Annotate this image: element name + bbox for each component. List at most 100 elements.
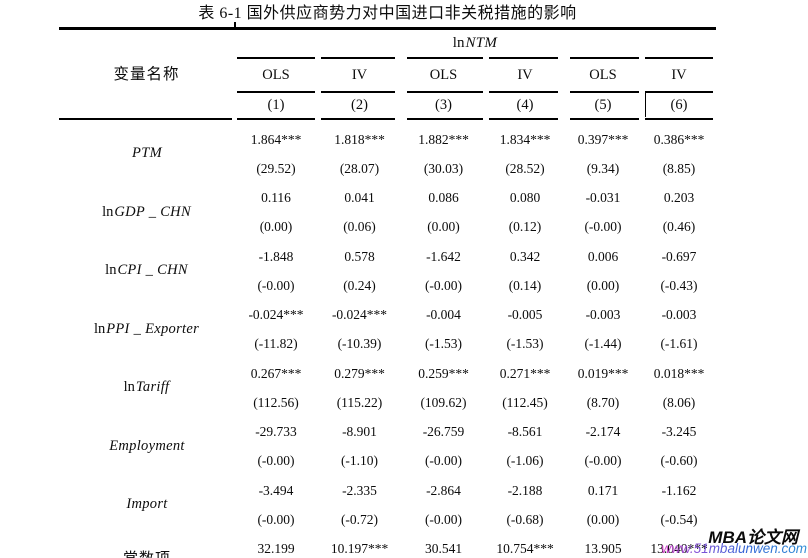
- tstat-row: (112.56) (115.22) (109.62) (112.45) (8.7…: [234, 388, 716, 417]
- tstat: (0.24): [343, 277, 376, 293]
- method-header: OLS: [429, 67, 458, 83]
- tstat: (0.00): [586, 277, 620, 293]
- tstat: (0.12): [508, 219, 542, 235]
- tstat: (-0.00): [424, 277, 463, 293]
- label-column-spacer: [59, 30, 234, 57]
- coefficient: 0.086: [428, 190, 459, 205]
- model-number-row: (1) (2) (3) (4) (5) (6): [59, 93, 716, 118]
- depvar-name: NTM: [465, 35, 498, 51]
- row-label-name: PPI _ Exporter: [106, 320, 200, 337]
- row-label-name: 常数项: [123, 547, 171, 558]
- tstat: (0.06): [343, 219, 376, 235]
- regression-table: 表 6-1 国外供应商势力对中国进口非关税措施的影响 lnNTM 变量名称 OL…: [59, 0, 716, 558]
- coefficient: -0.031: [585, 190, 621, 205]
- coefficient: -2.174: [585, 424, 621, 439]
- table-row-ptm: PTM 1.864*** 1.818*** 1.882*** 1.834*** …: [59, 125, 716, 184]
- tstat: (8.06): [662, 394, 696, 410]
- model-number: (3): [435, 96, 452, 113]
- tstat: (-1.10): [340, 453, 379, 469]
- coefficient: 1.818***: [334, 131, 385, 147]
- row-values: -3.494 -2.335 -2.864 -2.188 0.171 -1.162…: [234, 476, 716, 535]
- tstat: (109.62): [420, 394, 467, 410]
- row-values: 0.267*** 0.279*** 0.259*** 0.271*** 0.01…: [234, 359, 716, 418]
- coefficient: -1.162: [661, 482, 697, 498]
- watermark-url: www.51mbalunwen.com: [661, 541, 807, 556]
- coefficient: -1.642: [426, 248, 461, 264]
- tstat: (28.07): [339, 160, 380, 176]
- row-values: 0.116 0.041 0.086 0.080 -0.031 0.203 (0.…: [234, 183, 716, 242]
- row-label: Employment: [59, 417, 234, 476]
- depvar-prefix: ln: [452, 35, 465, 51]
- tstat: (-0.00): [424, 511, 463, 527]
- rule-segment: [401, 117, 486, 120]
- row-label-prefix: ln: [93, 320, 106, 337]
- rule-segment: [486, 117, 564, 120]
- tstat-row: (-0.00) (-0.72) (-0.00) (-0.68) (0.00) (…: [234, 505, 716, 534]
- coefficient: -3.494: [258, 482, 294, 498]
- coefficient: 0.578: [344, 248, 375, 264]
- method-header: IV: [517, 67, 533, 83]
- coefficient: 0.116: [261, 190, 291, 205]
- table-row-import: Import -3.494 -2.335 -2.864 -2.188 0.171…: [59, 476, 716, 535]
- coefficient: 0.041: [344, 190, 375, 205]
- coefficient: -2.188: [507, 482, 543, 498]
- rule-segment: [401, 57, 486, 59]
- watermark-brand: MBA论文网: [708, 528, 798, 547]
- coefficient-row: 0.267*** 0.279*** 0.259*** 0.271*** 0.01…: [234, 359, 716, 388]
- table-title: 表 6-1 国外供应商势力对中国进口非关税措施的影响: [198, 5, 577, 22]
- rule-segment: [234, 117, 318, 120]
- tstat: (29.52): [256, 160, 296, 176]
- tstat: (0.00): [586, 511, 620, 527]
- coefficient: 10.197***: [330, 541, 389, 556]
- row-label-prefix: ln: [102, 203, 114, 220]
- tstat: (28.52): [505, 160, 545, 176]
- coefficient: 0.006: [587, 248, 619, 264]
- methods-header-row: 变量名称 OLS IV OLS IV OLS IV: [59, 59, 716, 91]
- tstat: (-1.44): [584, 336, 622, 352]
- tstat: (-1.53): [506, 336, 544, 352]
- row-label-name: Import: [126, 496, 168, 513]
- rule-segment: [564, 117, 642, 120]
- tstat: (0.00): [259, 219, 293, 235]
- row-label: Import: [59, 476, 234, 535]
- tstat-row: (-0.00) (0.24) (-0.00) (0.14) (0.00) (-0…: [234, 271, 716, 300]
- row-label: ln Tariff: [59, 359, 234, 418]
- method-header: OLS: [262, 67, 290, 83]
- row-label-name: Tariff: [135, 379, 170, 396]
- tstat: (-1.61): [660, 336, 698, 352]
- model-number: (5): [594, 96, 612, 113]
- rule-segment: [318, 57, 401, 59]
- rule-segment: [642, 117, 716, 120]
- table-body: PTM 1.864*** 1.818*** 1.882*** 1.834*** …: [59, 120, 716, 558]
- method-header: IV: [671, 67, 687, 83]
- coefficient-row: 1.864*** 1.818*** 1.882*** 1.834*** 0.39…: [234, 125, 716, 154]
- coefficient: 0.267***: [250, 365, 302, 381]
- coefficient-row: -0.024*** -0.024*** -0.004 -0.005 -0.003…: [234, 300, 716, 329]
- coefficient-row: -3.494 -2.335 -2.864 -2.188 0.171 -1.162: [234, 476, 716, 505]
- row-values: 32.199 10.197*** 30.541 10.754*** 13.905…: [234, 534, 716, 558]
- tstat: (8.85): [662, 160, 696, 176]
- coefficient-row: 0.116 0.041 0.086 0.080 -0.031 0.203: [234, 183, 716, 212]
- row-label-prefix: ln: [105, 262, 117, 279]
- coefficient: -29.733: [255, 424, 297, 439]
- coefficient-row: -29.733 -8.901 -26.759 -8.561 -2.174 -3.…: [234, 417, 716, 446]
- model-number: (2): [351, 96, 368, 113]
- row-values: 1.864*** 1.818*** 1.882*** 1.834*** 0.39…: [234, 125, 716, 184]
- tstat: (9.34): [586, 160, 620, 176]
- table-row-lnppi-exporter: ln PPI _ Exporter -0.024*** -0.024*** -0.…: [59, 300, 716, 359]
- model-number: (6): [670, 96, 688, 113]
- tstat: (0.14): [508, 277, 542, 293]
- tstat: (-0.00): [257, 511, 295, 527]
- rule-segment: [401, 91, 486, 93]
- coefficient: -0.004: [426, 307, 461, 322]
- row-values: -0.024*** -0.024*** -0.004 -0.005 -0.003…: [234, 300, 716, 359]
- tstat: (-0.54): [660, 511, 698, 527]
- row-label-prefix: ln: [123, 379, 135, 396]
- row-label: ln PPI _ Exporter: [59, 300, 234, 359]
- row-label: 常数项: [59, 534, 234, 558]
- rule-under-methods: [59, 91, 716, 93]
- label-column-spacer: [59, 93, 234, 118]
- tstat: (115.22): [336, 394, 383, 410]
- row-values: -1.848 0.578 -1.642 0.342 0.006 -0.697 (…: [234, 242, 716, 301]
- rule-segment: [486, 57, 564, 59]
